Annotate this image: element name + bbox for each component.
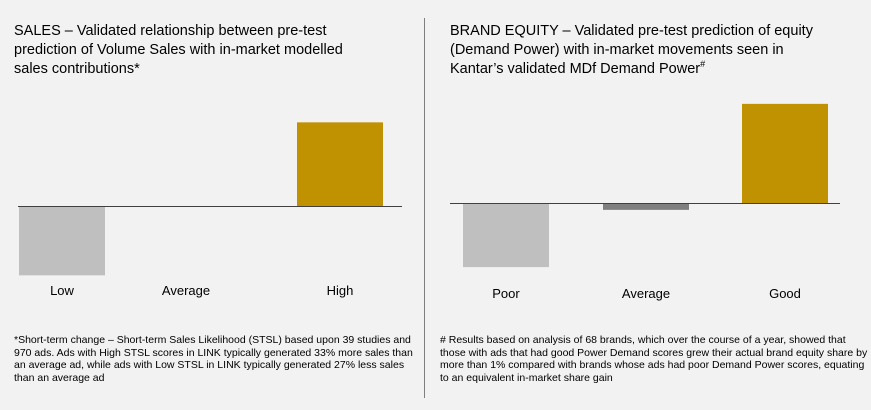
- sales-panel: SALES – Validated relationship between p…: [0, 0, 425, 410]
- category-label-low: Low: [50, 283, 74, 298]
- bar-high: [297, 122, 383, 207]
- sales-footnote: *Short-term change – Short-term Sales Li…: [14, 334, 413, 384]
- category-label-poor: Poor: [492, 286, 520, 301]
- bar-poor: [463, 203, 549, 268]
- sales-chart: Low Average High: [18, 122, 402, 298]
- panel-divider: [424, 18, 425, 398]
- brand-equity-title-text: BRAND EQUITY – Validated pre-test predic…: [450, 23, 813, 77]
- sales-title-text: SALES – Validated relationship between p…: [14, 23, 343, 77]
- brand-equity-panel-title: BRAND EQUITY – Validated pre-test predic…: [450, 22, 865, 79]
- bar-good: [742, 103, 828, 204]
- brand-equity-panel: BRAND EQUITY – Validated pre-test predic…: [430, 0, 871, 410]
- category-label-good: Good: [769, 286, 801, 301]
- bar-average: [603, 203, 689, 210]
- brand-equity-footnote: # Results based on analysis of 68 brands…: [440, 334, 868, 384]
- brand-equity-chart: Poor Average Good: [450, 103, 840, 301]
- sales-title-marker: *: [134, 61, 140, 77]
- category-label-high: High: [327, 283, 354, 298]
- sales-panel-title: SALES – Validated relationship between p…: [14, 22, 414, 79]
- brand-equity-title-marker: #: [700, 59, 706, 70]
- category-label-average: Average: [622, 286, 670, 301]
- category-label-average: Average: [162, 283, 210, 298]
- bar-low: [19, 206, 105, 276]
